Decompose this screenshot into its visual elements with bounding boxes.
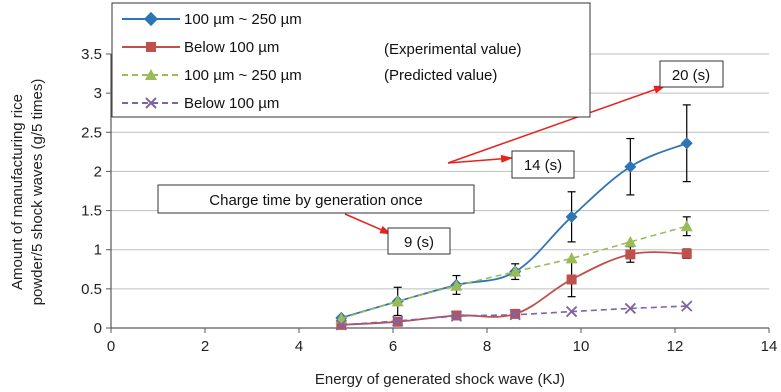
series-4 bbox=[335, 300, 693, 331]
legend-entry-3: 100 µm ~ 250 µm bbox=[122, 67, 302, 84]
axes bbox=[110, 54, 769, 329]
series-2-point-7 bbox=[681, 248, 692, 259]
y-tick-label-1: 0.5 bbox=[81, 281, 102, 298]
legend-note-predicted: (Predicted value) bbox=[384, 67, 497, 84]
legend-box bbox=[111, 2, 591, 118]
legend-marker-2 bbox=[146, 42, 156, 52]
legend-label-4: Below 100 µm bbox=[184, 95, 279, 112]
arrow-to-20s bbox=[447, 85, 666, 164]
box-9s bbox=[387, 227, 451, 255]
series-3 bbox=[335, 216, 693, 324]
charge-label-box bbox=[157, 184, 475, 214]
series-4-point-6 bbox=[624, 302, 636, 315]
series-3-point-5 bbox=[565, 252, 578, 264]
series-4-point-2 bbox=[392, 315, 404, 327]
arrow-9s bbox=[344, 213, 392, 235]
x-tick-label-2: 4 bbox=[295, 338, 303, 355]
x-axis-title: Energy of generated shock wave (KJ) bbox=[315, 371, 565, 388]
series-layer bbox=[335, 104, 693, 331]
y-tick-labels: 0 0.5 1 1.5 2 2.5 3 3.5 bbox=[81, 46, 111, 337]
annotations: Charge time by generation once 9 (s) 14 … bbox=[157, 60, 724, 255]
x-tick-labels: 0 2 4 6 8 10 12 14 bbox=[107, 328, 778, 355]
legend-marker-4 bbox=[145, 97, 157, 109]
legend-marker-3 bbox=[145, 69, 157, 80]
arrow-to-14s bbox=[447, 154, 513, 164]
x-tick-label-1: 2 bbox=[201, 338, 209, 355]
box-14s-text: 14 (s) bbox=[524, 157, 562, 174]
series-4-point-1 bbox=[335, 319, 347, 331]
y-tick-label-7: 3.5 bbox=[81, 46, 102, 63]
box-20s bbox=[659, 60, 724, 88]
legend-label-3: 100 µm ~ 250 µm bbox=[184, 67, 302, 84]
x-tick-label-3: 6 bbox=[389, 338, 397, 355]
x-tick-label-5: 10 bbox=[573, 338, 590, 355]
legend-note-experimental: (Experimental value) bbox=[384, 41, 522, 58]
series-4-point-5 bbox=[565, 305, 578, 318]
x-tick-label-7: 14 bbox=[761, 338, 778, 355]
legend-entry-2: Below 100 µm bbox=[122, 39, 279, 56]
x-tick-label-6: 12 bbox=[667, 338, 684, 355]
box-9s-text: 9 (s) bbox=[404, 234, 434, 251]
legend-label-2: Below 100 µm bbox=[184, 39, 279, 56]
legend-label-1: 100 µm ~ 250 µm bbox=[184, 11, 302, 28]
series-3-point-7 bbox=[680, 220, 693, 232]
legend-entry-4: Below 100 µm bbox=[122, 95, 279, 112]
series-1-point-5 bbox=[565, 210, 578, 223]
series-1-point-7 bbox=[680, 137, 693, 150]
series-4-point-4 bbox=[509, 309, 521, 321]
y-tick-label-3: 1.5 bbox=[81, 203, 102, 220]
series-3-point-3 bbox=[450, 279, 463, 291]
series-2-point-6 bbox=[625, 249, 636, 260]
y-axis-title-line-2: powder/5 shock waves (g/5 times) bbox=[29, 79, 46, 306]
y-tick-label-5: 2.5 bbox=[81, 124, 102, 141]
y-tick-label-6: 3 bbox=[94, 85, 102, 102]
x-tick-label-4: 8 bbox=[483, 338, 491, 355]
box-20s-text: 20 (s) bbox=[672, 67, 710, 84]
x-tick-label-0: 0 bbox=[107, 338, 115, 355]
series-2-point-5 bbox=[566, 274, 577, 285]
series-1-point-6 bbox=[624, 160, 637, 173]
y-tick-label-4: 2 bbox=[94, 163, 102, 180]
series-4-point-3 bbox=[450, 310, 463, 322]
charge-label-text: Charge time by generation once bbox=[209, 192, 422, 209]
y-tick-label-0: 0 bbox=[94, 320, 102, 337]
y-tick-label-2: 1 bbox=[94, 242, 102, 259]
legend: 100 µm ~ 250 µm Below 100 µm 100 µm ~ 25… bbox=[111, 2, 591, 118]
series-3-point-4 bbox=[509, 265, 522, 277]
series-3-point-6 bbox=[624, 235, 637, 247]
series-3-point-2 bbox=[391, 295, 404, 307]
series-1 bbox=[335, 104, 693, 324]
series-2 bbox=[336, 245, 692, 330]
series-4-point-7 bbox=[681, 300, 693, 312]
y-axis-title-line-1: Amount of manufacturing rice bbox=[9, 94, 26, 290]
box-14s bbox=[511, 150, 575, 179]
